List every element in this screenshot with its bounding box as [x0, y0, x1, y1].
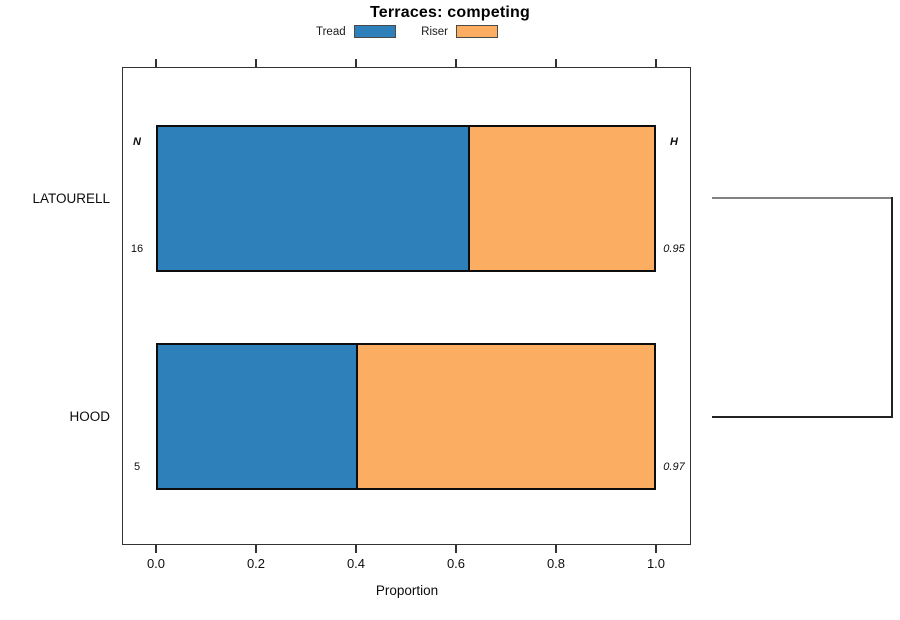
bar-hood [156, 343, 656, 490]
bar-segment-latourell-tread [158, 127, 468, 270]
top-tick-3 [455, 59, 457, 67]
bottom-tick-2 [355, 545, 357, 553]
cluster-line-latourell [712, 197, 893, 199]
category-label-hood: HOOD [69, 409, 111, 424]
bottom-tick-3 [455, 545, 457, 553]
x-tick-label-4: 0.8 [546, 556, 566, 571]
x-tick-label-0: 0.0 [146, 556, 166, 571]
h-value-hood: 0.97 [663, 461, 685, 473]
bar-segment-hood-riser [356, 345, 654, 488]
top-tick-5 [655, 59, 657, 67]
bottom-tick-1 [255, 545, 257, 553]
x-axis-title: Proportion [375, 583, 439, 598]
x-tick-label-3: 0.6 [446, 556, 466, 571]
legend-item-riser: Riser [421, 25, 498, 38]
bar-latourell [156, 125, 656, 272]
cluster-join-line [891, 197, 893, 418]
top-tick-2 [355, 59, 357, 67]
top-tick-1 [255, 59, 257, 67]
legend-label-tread: Tread [316, 25, 346, 38]
legend-swatch-riser [456, 25, 498, 38]
bottom-tick-0 [155, 545, 157, 553]
n-value-hood: 5 [133, 461, 141, 473]
x-tick-label-2: 0.4 [346, 556, 366, 571]
h-column-header: H [670, 136, 678, 148]
chart-title: Terraces: competing [370, 4, 530, 21]
bar-segment-hood-tread [158, 345, 357, 488]
top-tick-0 [155, 59, 157, 67]
legend: Tread Riser [316, 25, 498, 38]
category-label-latourell: LATOURELL [32, 191, 110, 206]
x-tick-label-1: 0.2 [246, 556, 266, 571]
n-column-header: N [133, 136, 141, 148]
bar-segment-latourell-riser [468, 127, 654, 270]
top-tick-4 [555, 59, 557, 67]
legend-label-riser: Riser [421, 25, 448, 38]
h-value-latourell: 0.95 [663, 243, 685, 255]
legend-item-tread: Tread [316, 25, 396, 38]
n-value-latourell: 16 [130, 243, 144, 255]
x-tick-label-5: 1.0 [646, 556, 666, 571]
legend-swatch-tread [353, 25, 396, 38]
bottom-tick-4 [555, 545, 557, 553]
bottom-tick-5 [655, 545, 657, 553]
cluster-line-hood [712, 416, 893, 418]
